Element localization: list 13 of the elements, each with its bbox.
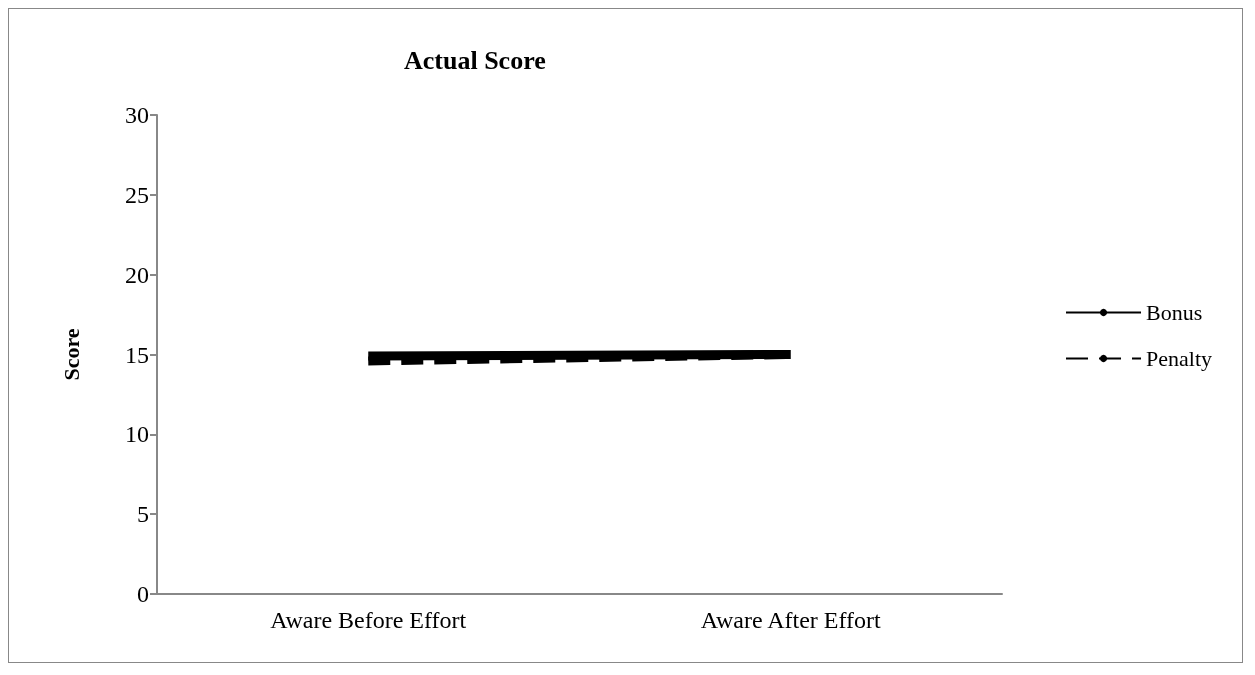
legend-label: Bonus bbox=[1146, 300, 1203, 325]
y-tick-label: 0 bbox=[137, 581, 149, 607]
chart-title: Actual Score bbox=[404, 45, 546, 75]
y-tick-label: 5 bbox=[137, 501, 149, 528]
legend-label: Penalty bbox=[1146, 346, 1213, 371]
y-tick-label: 10 bbox=[125, 421, 149, 448]
x-tick-label: Aware Before Effort bbox=[270, 607, 467, 633]
y-axis-title: Score bbox=[58, 328, 84, 381]
y-tick-label: 30 bbox=[125, 102, 149, 128]
y-tick-label: 20 bbox=[125, 261, 149, 288]
y-tick-label: 25 bbox=[125, 181, 149, 208]
x-tick-label: Aware After Effort bbox=[700, 607, 882, 633]
y-tick-label: 15 bbox=[125, 341, 149, 368]
